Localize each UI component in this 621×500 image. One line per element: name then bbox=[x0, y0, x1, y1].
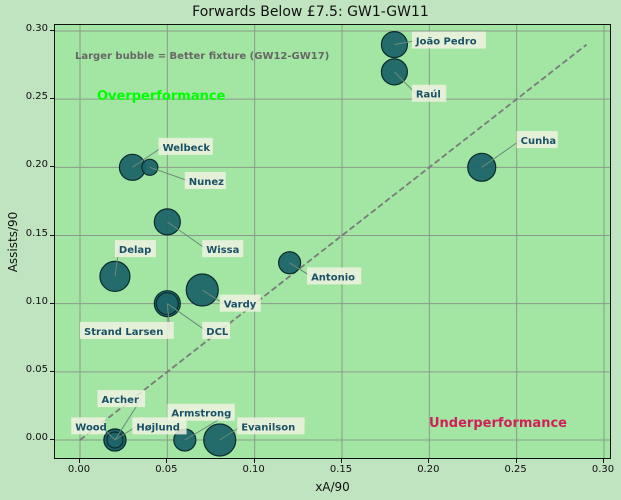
y-tick-mark bbox=[50, 439, 54, 440]
x-tick-mark bbox=[79, 459, 80, 463]
x-tick-label: 0.20 bbox=[417, 464, 440, 475]
point-label: Evanilson bbox=[241, 422, 295, 433]
label-connector bbox=[149, 166, 189, 182]
x-tick-label: 0.10 bbox=[242, 464, 265, 475]
point-label: João Pedro bbox=[415, 37, 477, 48]
x-tick-label: 0.25 bbox=[504, 464, 527, 475]
label-box bbox=[202, 321, 231, 339]
x-axis-label: xA/90 bbox=[315, 480, 350, 494]
x-tick-mark bbox=[515, 459, 517, 463]
point-label: Cunha bbox=[521, 136, 556, 147]
label-connector bbox=[132, 146, 163, 168]
point-label: Wood bbox=[75, 422, 107, 433]
y-tick-label: 0.00 bbox=[25, 432, 48, 443]
label-box bbox=[202, 240, 244, 258]
x-tick-label: 0.05 bbox=[155, 464, 178, 475]
overperformance-label: Overperformance bbox=[97, 89, 226, 104]
point-label: Archer bbox=[101, 395, 139, 406]
x-tick-mark bbox=[341, 459, 342, 463]
label-box bbox=[411, 84, 447, 102]
y-tick-mark bbox=[50, 302, 54, 304]
y-tick-label: 0.15 bbox=[25, 227, 48, 239]
point-label: Welbeck bbox=[163, 143, 211, 154]
point-label: Nunez bbox=[189, 177, 224, 188]
y-tick-label: 0.10 bbox=[25, 295, 48, 307]
point-label: Vardy bbox=[224, 300, 257, 311]
x-tick-mark bbox=[253, 459, 255, 463]
x-tick-label: 0.15 bbox=[329, 464, 353, 475]
point-label: Strand Larsen bbox=[84, 327, 163, 338]
label-box bbox=[411, 31, 486, 49]
x-tick-mark bbox=[166, 459, 168, 463]
label-box bbox=[219, 294, 261, 312]
y-tick-mark bbox=[50, 234, 54, 236]
point-label: Raúl bbox=[416, 89, 441, 101]
x-tick-label: 0.30 bbox=[591, 464, 615, 475]
label-box bbox=[516, 131, 558, 149]
reference-line bbox=[79, 43, 588, 441]
label-box bbox=[114, 240, 156, 258]
label-box bbox=[184, 171, 226, 189]
x-tick-mark bbox=[428, 459, 430, 463]
point-label: Højlund bbox=[136, 422, 180, 433]
y-tick-mark bbox=[50, 166, 54, 168]
scatter-svg: Larger bubble = Better fixture (GW12-GW1… bbox=[55, 25, 610, 458]
label-box bbox=[167, 403, 235, 421]
label-box bbox=[158, 137, 213, 155]
x-tick-label: 0.00 bbox=[67, 464, 91, 475]
chart-title: Forwards Below £7.5: GW1-GW11 bbox=[192, 4, 429, 20]
x-tick-mark bbox=[603, 459, 604, 463]
y-tick-label: 0.30 bbox=[25, 23, 48, 34]
underperformance-label: Underperformance bbox=[429, 416, 567, 431]
note-text: Larger bubble = Better fixture (GW12-GW1… bbox=[75, 51, 329, 62]
plot-area: Larger bubble = Better fixture (GW12-GW1… bbox=[54, 24, 611, 459]
point-label: DCL bbox=[206, 327, 229, 338]
label-box bbox=[237, 417, 305, 435]
label-box bbox=[80, 321, 174, 339]
y-axis-label: Assists/90 bbox=[6, 211, 20, 273]
label-connector bbox=[481, 139, 521, 168]
label-box bbox=[132, 417, 187, 435]
y-tick-mark bbox=[50, 370, 54, 372]
y-tick-label: 0.25 bbox=[25, 91, 48, 103]
y-tick-label: 0.05 bbox=[25, 363, 48, 375]
label-box bbox=[71, 417, 106, 435]
label-connector bbox=[167, 303, 207, 332]
point-label: Antonio bbox=[311, 272, 355, 283]
label-box bbox=[97, 390, 146, 408]
point-label: Wissa bbox=[206, 245, 239, 256]
point-label: Armstrong bbox=[171, 409, 231, 420]
label-box bbox=[307, 267, 362, 285]
label-connector bbox=[167, 221, 207, 250]
y-tick-mark bbox=[50, 30, 54, 31]
y-tick-label: 0.20 bbox=[25, 159, 48, 171]
y-tick-mark bbox=[50, 98, 54, 100]
point-label: Delap bbox=[119, 245, 151, 256]
